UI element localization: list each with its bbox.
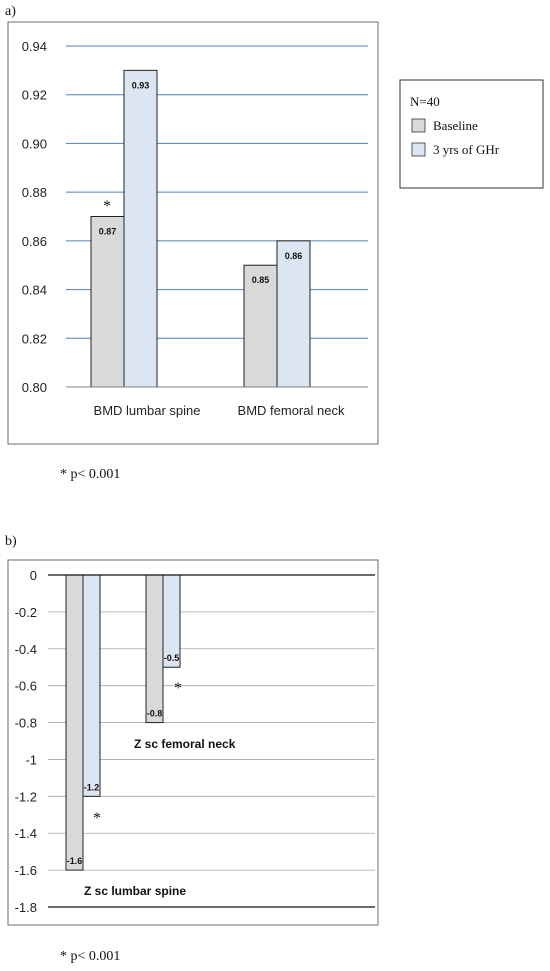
legend-label-ghr: 3 yrs of GHr xyxy=(433,142,500,157)
panel-b-y-tick-label: 0 xyxy=(30,568,37,583)
panel-a-significance-star: * xyxy=(103,198,111,215)
panel-b-y-tick-label: -1 xyxy=(25,752,37,767)
panel-b-data-label: -1.6 xyxy=(67,856,83,866)
panel-b-y-tick-label: -0.4 xyxy=(15,642,37,657)
panel-a-data-label: 0.87 xyxy=(99,227,117,237)
panel-a-bars xyxy=(90,69,311,388)
panel-a-y-ticks: 0.80 0.82 0.84 0.86 0.88 0.90 0.92 0.94 xyxy=(22,39,47,395)
legend-swatch-ghr xyxy=(411,142,426,157)
panel-b-data-label: -0.8 xyxy=(147,709,163,719)
panel-a-data-labels: 0.87 0.85 0.93 0.86 xyxy=(99,80,303,285)
panel-a-y-tick-label: 0.88 xyxy=(22,185,47,200)
panel-a-y-tick-label: 0.80 xyxy=(22,380,47,395)
legend-box xyxy=(399,79,544,189)
panel-a-category-femoral: BMD femoral neck xyxy=(238,403,345,418)
panel-b-data-label: -1.2 xyxy=(84,782,100,792)
legend-label-baseline: Baseline xyxy=(433,118,478,133)
panel-a-y-tick-label: 0.86 xyxy=(22,234,47,249)
panel-b-label: b) xyxy=(5,534,17,549)
panel-a-label: a) xyxy=(5,4,16,19)
panel-b-y-tick-label: -0.2 xyxy=(15,605,37,620)
panel-b-significance-star-femoral: * xyxy=(174,680,182,697)
panel-b-category-lumbar: Z sc lumbar spine xyxy=(84,884,186,898)
panel-a-y-tick-label: 0.90 xyxy=(22,136,47,151)
legend-title: N=40 xyxy=(410,94,440,109)
panel-a-data-label: 0.85 xyxy=(252,275,270,285)
panel-a-bar xyxy=(276,240,311,388)
panel-a-y-tick-label: 0.82 xyxy=(22,331,47,346)
panel-a-data-label: 0.86 xyxy=(285,251,303,261)
panel-a-bar xyxy=(90,216,125,388)
panel-b-y-tick-label: -0.8 xyxy=(15,716,37,731)
panel-b-y-tick-label: -1.6 xyxy=(15,863,37,878)
panel-b-data-label: -0.5 xyxy=(164,653,180,663)
panel-b-significance-star-lumbar: * xyxy=(93,810,101,827)
panel-a-y-tick-label: 0.84 xyxy=(22,283,47,298)
panel-b-y-tick-label: -1.8 xyxy=(15,900,37,915)
panel-b-gridlines xyxy=(48,611,375,871)
panel-a-y-tick-label: 0.92 xyxy=(22,88,47,103)
panel-b-bar xyxy=(145,574,164,724)
panel-b-data-labels: -1.6 -0.8 -1.2 -0.5 xyxy=(67,653,180,866)
panel-b-y-tick-label: -1.2 xyxy=(15,789,37,804)
panel-b-category-femoral: Z sc femoral neck xyxy=(134,737,236,751)
panel-b-frame xyxy=(7,559,379,926)
panel-a-footnote: * p< 0.001 xyxy=(60,467,120,482)
panel-a-frame xyxy=(7,21,379,445)
panel-b-bar xyxy=(65,574,84,871)
panel-a-bar xyxy=(123,69,158,388)
panel-b-footnote: * p< 0.001 xyxy=(60,949,120,964)
panel-b-y-ticks: 0 -0.2 -0.4 -0.6 -0.8 -1 -1.2 -1.4 -1.6 -1.8 xyxy=(15,568,37,915)
panel-a-y-tick-label: 0.94 xyxy=(22,39,47,54)
panel-b-bar xyxy=(82,574,101,797)
panel-b-y-tick-label: -1.4 xyxy=(15,826,37,841)
legend-swatch-baseline xyxy=(411,118,426,133)
panel-a-category-lumbar: BMD lumbar spine xyxy=(94,403,201,418)
panel-a-data-label: 0.93 xyxy=(132,80,150,90)
panel-b-y-tick-label: -0.6 xyxy=(15,679,37,694)
